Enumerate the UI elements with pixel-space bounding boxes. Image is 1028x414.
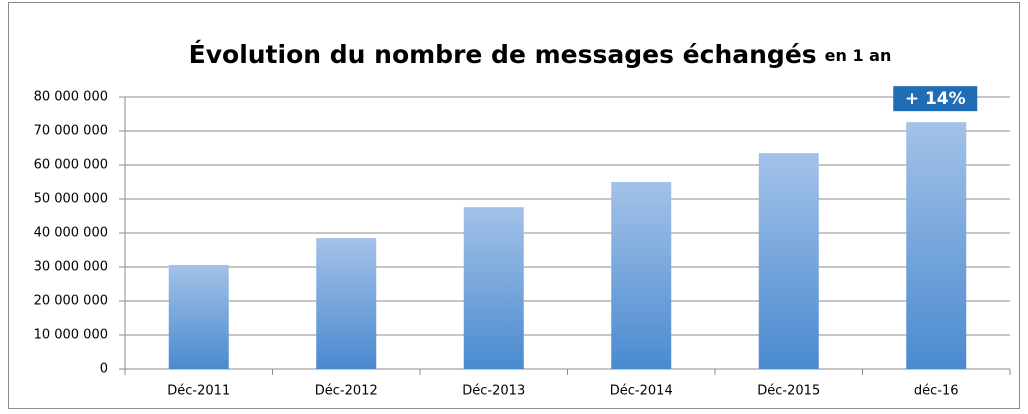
x-tick-label: Déc-2013 <box>462 384 525 399</box>
y-tick-label: 60 000 000 <box>34 158 108 173</box>
x-tick-label: Déc-2015 <box>757 384 820 399</box>
y-tick-label: 40 000 000 <box>34 226 108 241</box>
title-suffix: en 1 an <box>825 46 892 65</box>
annotation-box <box>893 86 978 112</box>
bar <box>168 264 229 369</box>
x-tick-label: Déc-2012 <box>315 384 378 399</box>
x-tick-label: déc-16 <box>914 384 959 399</box>
bar <box>316 238 377 369</box>
y-tick-label: 70 000 000 <box>34 124 108 139</box>
title-main: Évolution du nombre de messages échangés <box>189 40 817 69</box>
y-tick-label: 30 000 000 <box>34 260 108 275</box>
bar <box>758 153 819 369</box>
bar <box>906 122 967 369</box>
y-tick-label: 0 <box>100 362 108 377</box>
bar <box>611 182 672 369</box>
y-tick-label: 80 000 000 <box>34 90 108 105</box>
y-tick-label: 10 000 000 <box>34 328 108 343</box>
y-tick-label: 20 000 000 <box>34 294 108 309</box>
x-tick-label: Déc-2014 <box>610 384 673 399</box>
y-tick-label: 50 000 000 <box>34 192 108 207</box>
chart-title: Évolution du nombre de messages échangés… <box>189 40 892 69</box>
annotation: + 14% <box>905 89 966 109</box>
bar <box>463 207 524 369</box>
x-tick-label: Déc-2011 <box>167 384 230 399</box>
